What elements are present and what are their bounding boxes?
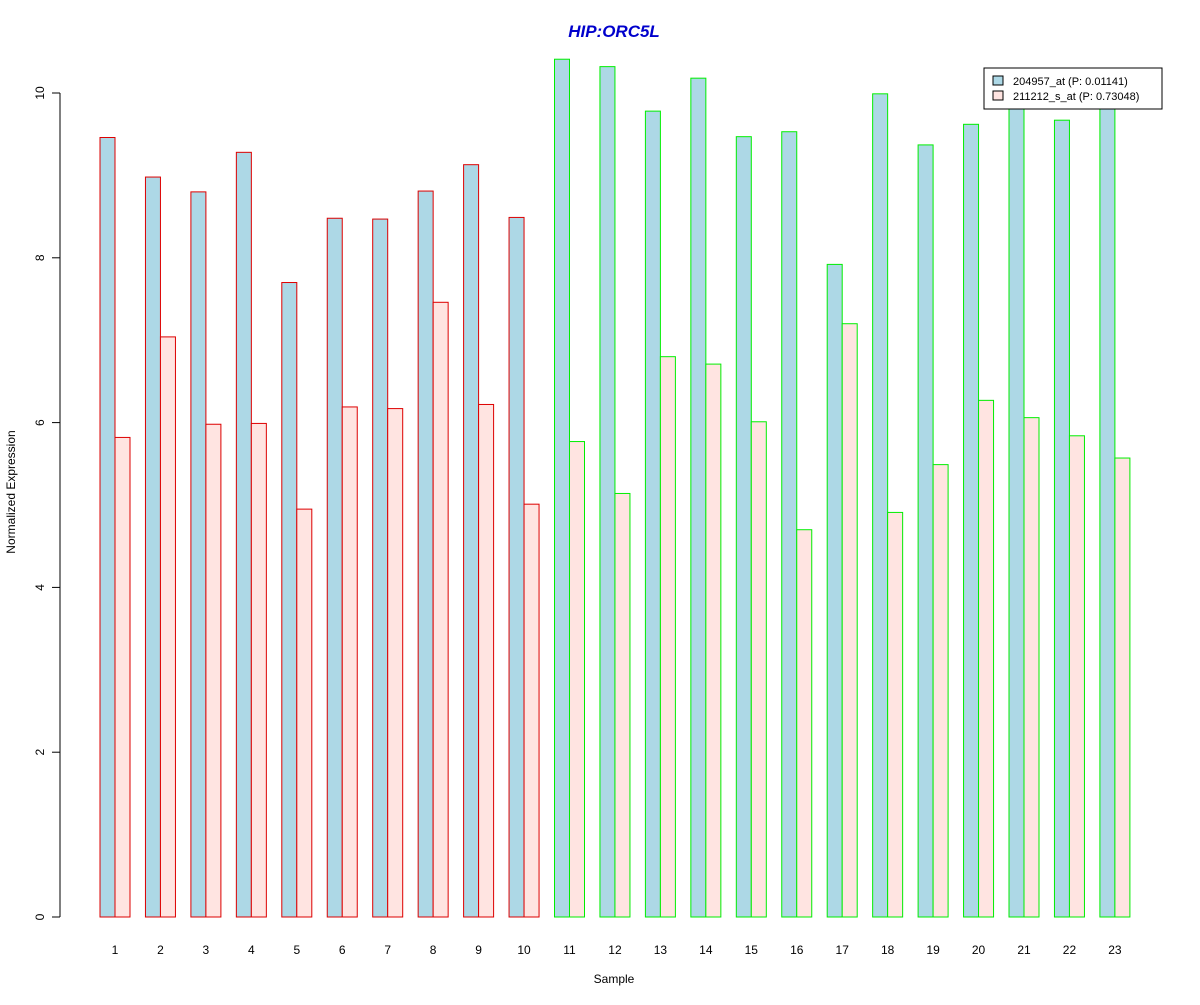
bar-204957-at bbox=[690, 77, 707, 918]
bar-204957-at bbox=[235, 151, 252, 918]
bar-204957-at bbox=[917, 144, 934, 918]
x-tick-label: 15 bbox=[745, 943, 759, 957]
bar-211212-s-at bbox=[296, 508, 313, 918]
bar-211212-s-at bbox=[1068, 435, 1085, 918]
x-tick-label: 4 bbox=[248, 943, 255, 957]
x-tick-label: 6 bbox=[339, 943, 346, 957]
bar-211212-s-at bbox=[205, 423, 222, 918]
x-tick-labels: 1 2 3 4 5 6 7 8 9 10 11 12 13 14 15 16 17 18 19 20 21 22 23 bbox=[112, 943, 1122, 957]
bar-211212-s-at bbox=[705, 363, 722, 918]
legend-box bbox=[983, 67, 1163, 110]
bar-211212-s-at bbox=[432, 301, 449, 918]
y-tick-label: 6 bbox=[33, 419, 47, 426]
bar-211212-s-at bbox=[114, 436, 131, 918]
x-tick-label: 19 bbox=[926, 943, 940, 957]
x-tick-label: 11 bbox=[563, 943, 576, 957]
x-tick-label: 16 bbox=[790, 943, 804, 957]
bar-211212-s-at bbox=[750, 421, 767, 918]
y-tick-label: 8 bbox=[33, 254, 47, 261]
bar-211212-s-at bbox=[1114, 457, 1131, 918]
bar-211212-s-at bbox=[932, 464, 949, 918]
bar-211212-s-at bbox=[614, 492, 631, 918]
bar-204957-at bbox=[372, 218, 389, 918]
bar-211212-s-at bbox=[478, 403, 495, 918]
bar-204957-at bbox=[99, 136, 116, 918]
bar-211212-s-at bbox=[659, 356, 676, 918]
bar-204957-at bbox=[417, 190, 434, 918]
bar-211212-s-at bbox=[796, 529, 813, 918]
bar-204957-at bbox=[463, 164, 480, 918]
x-tick-label: 18 bbox=[881, 943, 895, 957]
bar-204957-at bbox=[326, 217, 343, 918]
x-axis-label: Sample bbox=[594, 972, 635, 986]
bars-layer bbox=[99, 58, 1131, 918]
x-tick-label: 7 bbox=[384, 943, 391, 957]
y-tick-label: 4 bbox=[33, 584, 47, 591]
x-tick-label: 5 bbox=[293, 943, 300, 957]
bar-204957-at bbox=[963, 123, 980, 918]
bar-211212-s-at bbox=[250, 422, 267, 918]
bar-211212-s-at bbox=[978, 399, 995, 918]
y-tick-label: 10 bbox=[33, 86, 47, 100]
bar-211212-s-at bbox=[387, 408, 404, 918]
x-tick-label: 12 bbox=[608, 943, 622, 957]
x-tick-label: 17 bbox=[836, 943, 850, 957]
x-tick-label: 1 bbox=[112, 943, 119, 957]
y-axis: 0 2 4 6 8 10 bbox=[33, 86, 61, 920]
bar-211212-s-at bbox=[569, 441, 585, 918]
bar-204957-at bbox=[826, 263, 843, 918]
legend-label-204957-at: 204957_at (P: 0.01141) bbox=[1013, 76, 1128, 88]
x-tick-label: 22 bbox=[1063, 943, 1077, 957]
bar-204957-at bbox=[872, 93, 889, 918]
bar-204957-at bbox=[144, 176, 161, 918]
x-tick-label: 21 bbox=[1017, 943, 1031, 957]
bar-211212-s-at bbox=[523, 503, 540, 918]
bar-211212-s-at bbox=[1023, 417, 1040, 918]
y-tick-label: 0 bbox=[33, 913, 47, 920]
bar-211212-s-at bbox=[841, 323, 858, 918]
bar-204957-at bbox=[1099, 100, 1116, 918]
bar-211212-s-at bbox=[887, 511, 904, 918]
legend-swatch-204957-at bbox=[992, 75, 1004, 86]
bar-211212-s-at bbox=[341, 406, 358, 918]
x-tick-label: 2 bbox=[157, 943, 164, 957]
x-tick-label: 8 bbox=[430, 943, 437, 957]
x-tick-label: 13 bbox=[654, 943, 668, 957]
x-tick-label: 9 bbox=[475, 943, 482, 957]
y-axis-label: Normalized Expression bbox=[4, 430, 18, 553]
bar-204957-at bbox=[554, 58, 570, 918]
bar-204957-at bbox=[781, 131, 798, 918]
bar-204957-at bbox=[190, 191, 207, 918]
bar-204957-at bbox=[281, 282, 298, 918]
y-tick-label: 2 bbox=[33, 749, 47, 756]
legend-label-211212-s-at: 211212_s_at (P: 0.73048) bbox=[1013, 91, 1139, 103]
bar-211212-s-at bbox=[159, 336, 176, 918]
x-tick-label: 14 bbox=[699, 943, 713, 957]
bar-204957-at bbox=[1008, 100, 1025, 918]
x-tick-label: 20 bbox=[972, 943, 986, 957]
bar-204957-at bbox=[508, 216, 525, 918]
x-tick-label: 3 bbox=[203, 943, 210, 957]
bar-204957-at bbox=[735, 136, 752, 918]
bar-204957-at bbox=[1053, 119, 1070, 918]
x-tick-label: 23 bbox=[1108, 943, 1122, 957]
bar-204957-at bbox=[644, 110, 661, 918]
bar-204957-at bbox=[599, 66, 616, 918]
x-tick-label: 10 bbox=[517, 943, 531, 957]
legend-swatch-211212-s-at bbox=[992, 90, 1004, 101]
legend: 204957_at (P: 0.01141) 211212_s_at (P: 0… bbox=[983, 67, 1163, 110]
chart-title: HIP:ORC5L bbox=[568, 22, 660, 41]
